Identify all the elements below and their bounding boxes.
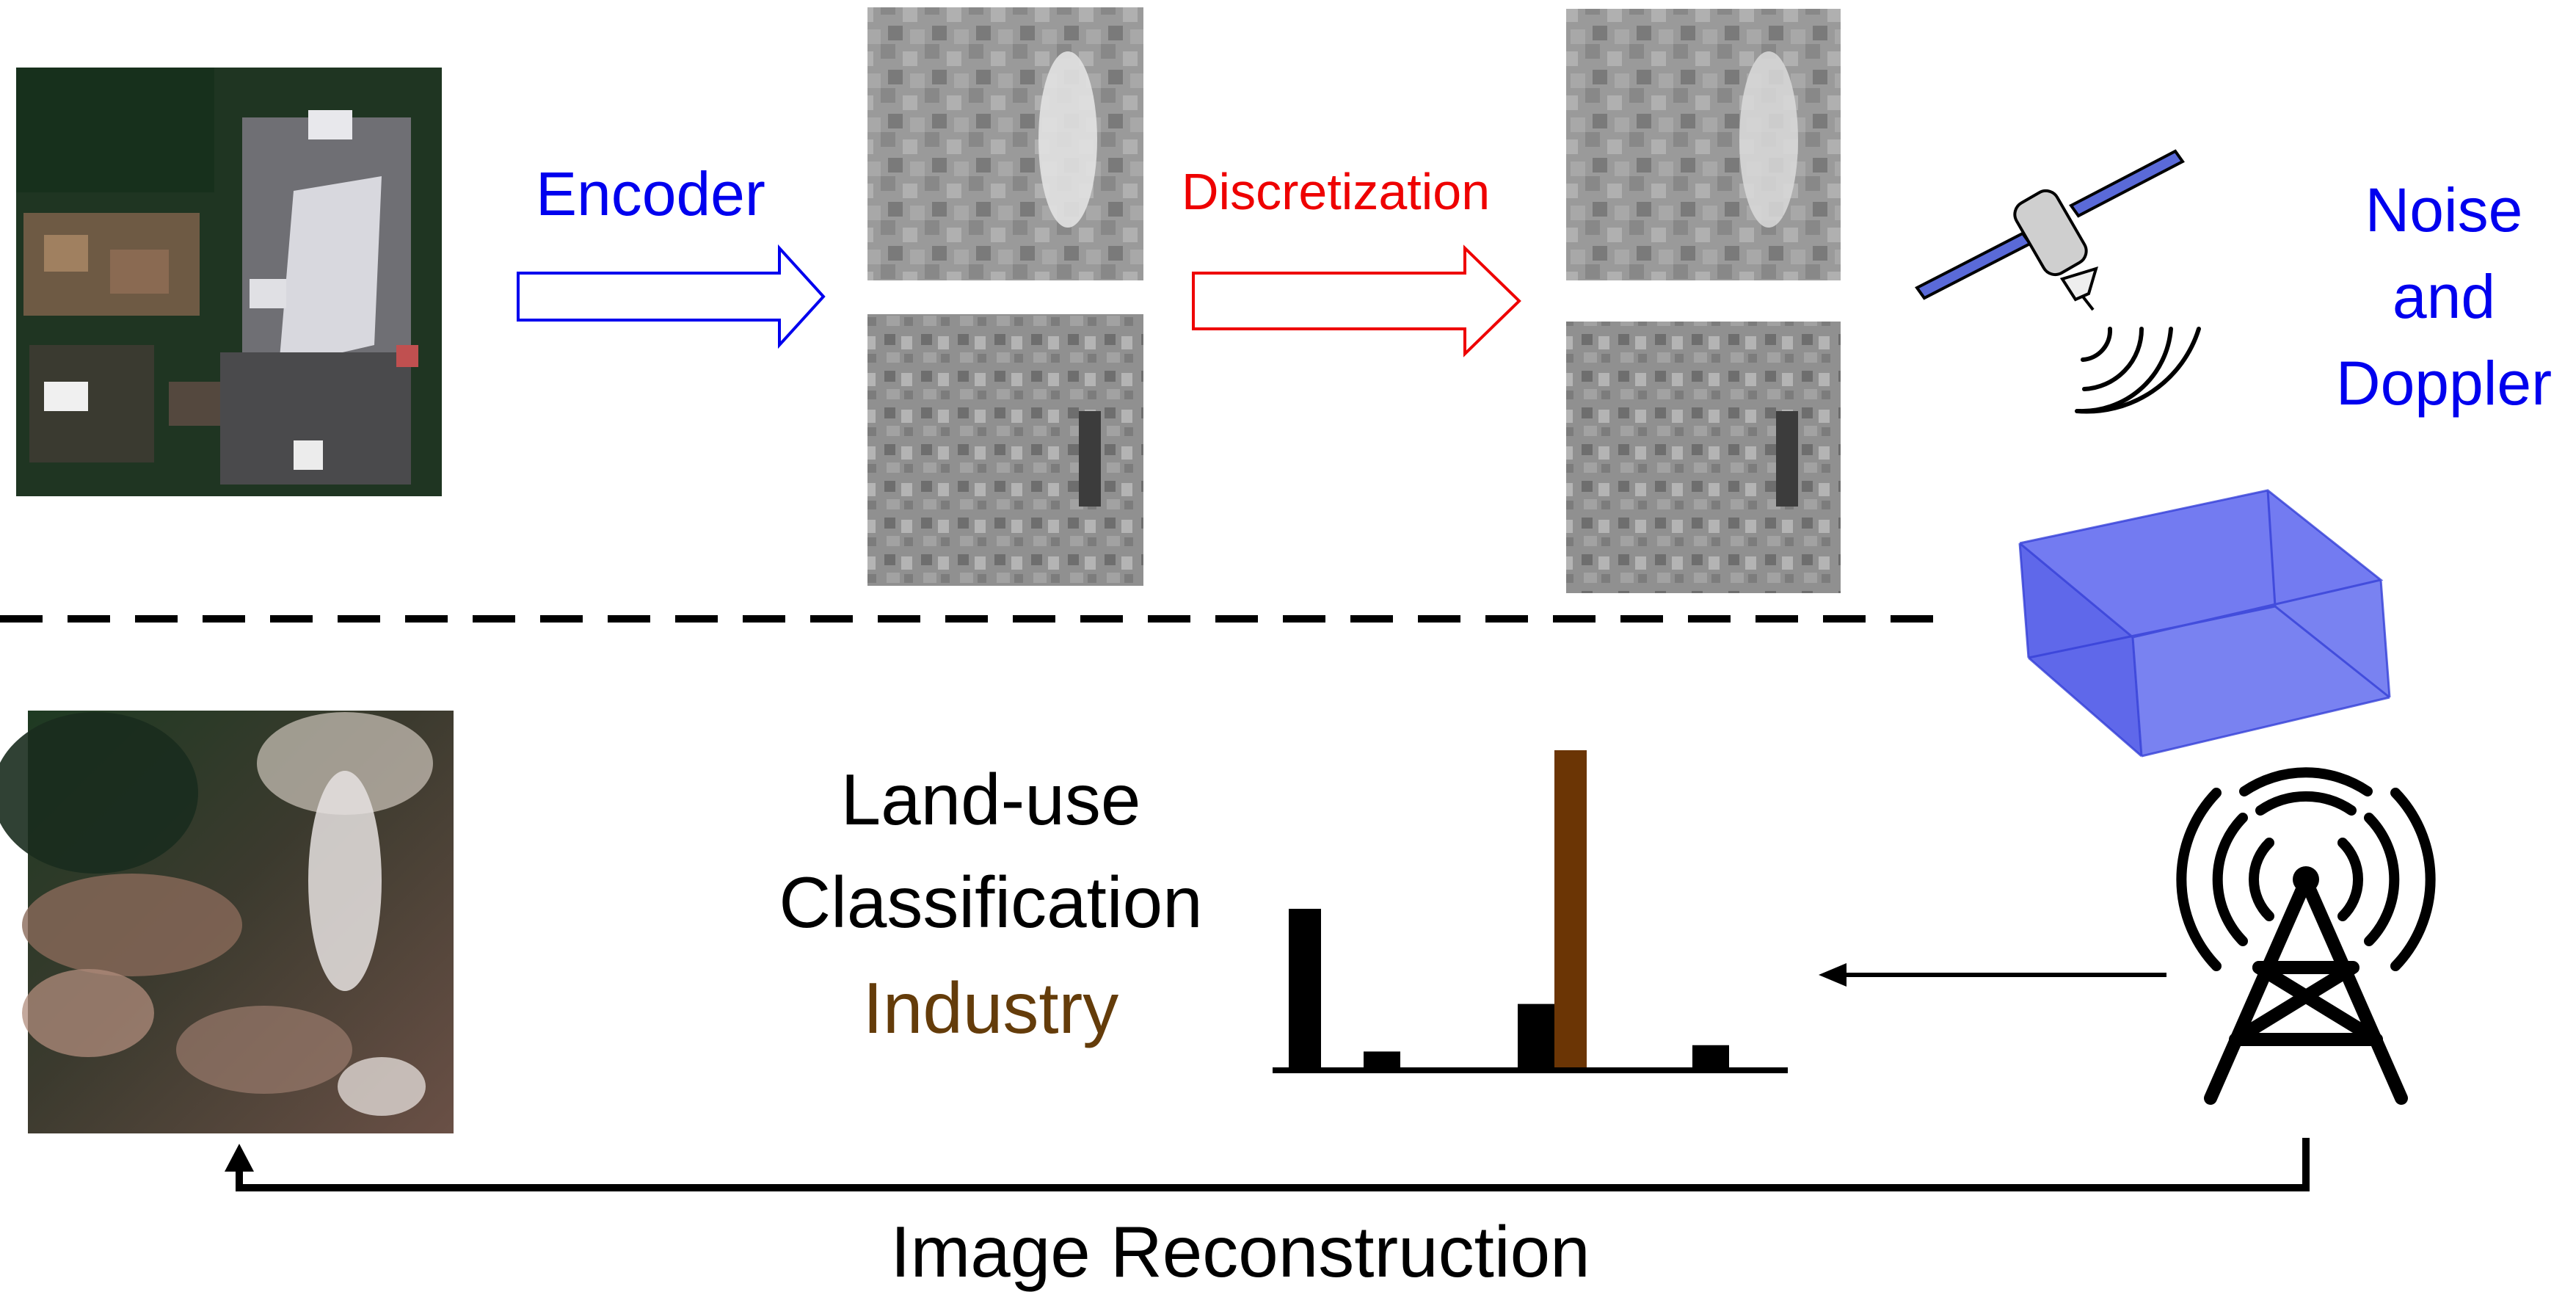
- discrete-map-top: [1566, 9, 1841, 280]
- classification-title-line2: Classification: [779, 862, 1203, 943]
- class-score-chart: [1273, 750, 1788, 1073]
- tower-signal-arcs: [2176, 767, 2436, 971]
- bar: [1518, 1004, 1554, 1067]
- tower-to-classifier-arrow: [1819, 963, 2166, 987]
- encoder-arrow: [517, 244, 826, 349]
- latent-map-top: [867, 7, 1143, 280]
- discrete-map-bottom: [1566, 322, 1841, 593]
- reconstructed-image: [0, 711, 454, 1133]
- class-score-bars: [1289, 750, 1729, 1067]
- classification-title-line1: Land-use: [840, 759, 1141, 840]
- noise-doppler-line2: and: [2392, 262, 2496, 331]
- input-image: [16, 68, 442, 496]
- tower-antenna-dot: [2293, 866, 2319, 893]
- discretization-arrow: [1192, 244, 1521, 358]
- satellite-signal-waves: [2075, 327, 2201, 414]
- predicted-class-label: Industry: [862, 968, 1119, 1048]
- reconstruction-arrow: [225, 1138, 2310, 1191]
- channel-box-icon: [2018, 489, 2391, 758]
- latent-map-bottom: [867, 314, 1143, 586]
- bar: [1289, 909, 1321, 1067]
- reconstruction-label: Image Reconstruction: [890, 1211, 1590, 1292]
- radio-tower-icon: [2204, 874, 2408, 1105]
- encoder-label: Encoder: [536, 159, 765, 228]
- discretization-label: Discretization: [1182, 163, 1491, 220]
- bar: [1692, 1045, 1729, 1067]
- satellite-icon: [1915, 149, 2185, 311]
- noise-doppler-line1: Noise: [2365, 175, 2523, 244]
- bar: [1364, 1051, 1400, 1067]
- bar-highlighted: [1554, 750, 1587, 1067]
- noise-doppler-line3: Doppler: [2335, 349, 2553, 418]
